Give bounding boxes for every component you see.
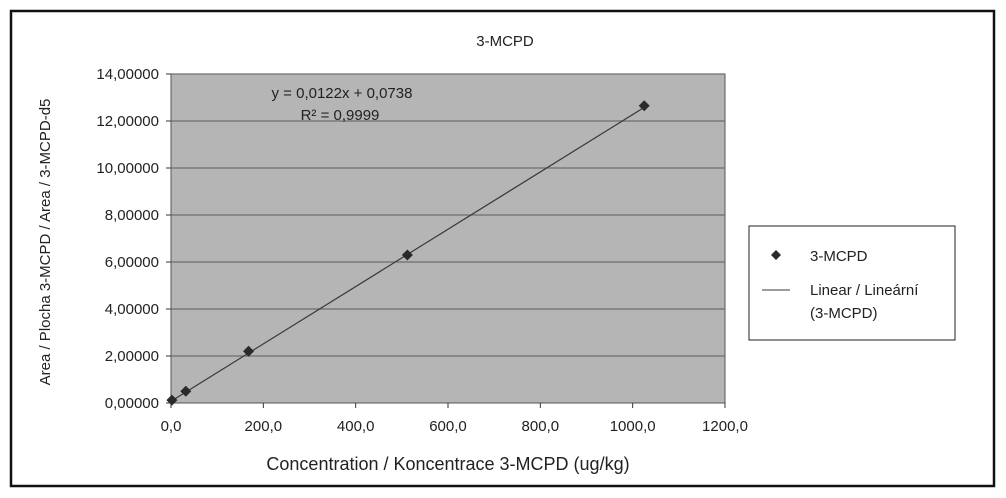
y-tick-label: 6,00000 [105,254,159,271]
y-tick-label: 8,00000 [105,207,159,224]
x-tick-label: 600,0 [429,418,467,435]
legend-marker-3-mcpd [771,250,781,260]
x-tick-label: 1200,0 [702,418,748,435]
x-tick-label: 400,0 [337,418,375,435]
plot-background [170,73,726,404]
y-tick-label: 12,00000 [96,113,159,130]
x-axis-label: Concentration / Koncentrace 3-MCPD (ug/k… [266,454,629,474]
grid-lines [171,73,725,357]
legend-label-3-mcpd: 3-MCPD [810,248,868,265]
y-tick-label: 14,00000 [96,66,159,83]
legend-label-linear-series: (3-MCPD) [810,305,878,322]
x-tick-label: 0,0 [161,418,182,435]
r-squared-label: R² = 0,9999 [301,107,380,124]
x-tick-label: 200,0 [245,418,283,435]
legend-label-linear: Linear / Lineární [810,282,919,299]
y-axis-label: Area / Plocha 3-MCPD / Area / 3-MCPD-d5 [37,99,54,386]
legend-box [748,225,956,341]
y-axis-ticks: 0,00000 2,00000 4,00000 6,00000 8,00000 10,00… [96,66,171,412]
data-point-3-mcpd [180,385,192,397]
chart-title: 3-MCPD [476,33,534,50]
y-tick-label: 10,00000 [96,160,159,177]
data-point-3-mcpd [401,249,413,261]
y-tick-label: 0,00000 [105,395,159,412]
x-tick-label: 800,0 [522,418,560,435]
x-axis-ticks: 0,0 200,0 400,0 600,0 800,0 1000,0 1200,0 [161,403,748,435]
y-tick-label: 2,00000 [105,348,159,365]
x-tick-label: 1000,0 [610,418,656,435]
data-point-3-mcpd [638,100,650,112]
y-tick-label: 4,00000 [105,301,159,318]
data-point-3-mcpd [243,345,255,357]
equation-label: y = 0,0122x + 0,0738 [272,85,413,102]
legend: 3-MCPD Linear / Lineární (3-MCPD) [748,225,956,341]
plot-area [166,73,726,406]
